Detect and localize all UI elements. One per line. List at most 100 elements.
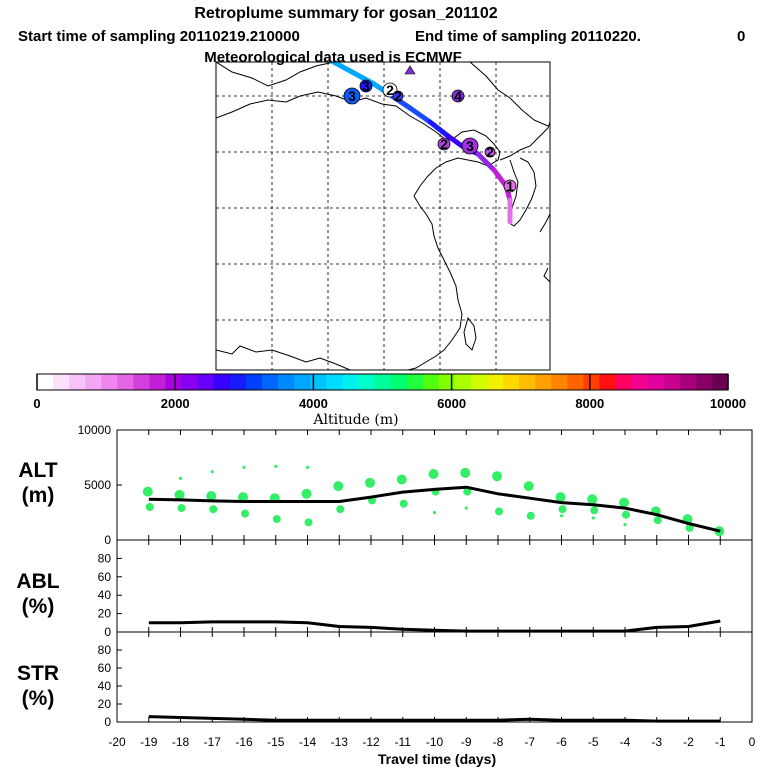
- y-tick-label: 40: [98, 588, 112, 602]
- china-border: [216, 62, 549, 127]
- x-axis-label: Travel time (days): [378, 751, 496, 767]
- subtitle-end: End time of sampling 20110220.: [415, 28, 641, 45]
- colorbar-swatch: [647, 374, 665, 390]
- x-tick-label: -16: [235, 735, 253, 749]
- colorbar-swatch: [535, 374, 552, 390]
- alt-spread-dot: [591, 516, 595, 520]
- x-tick-label: -6: [556, 735, 567, 749]
- alt-spread-dot: [210, 470, 214, 474]
- alt-spread-dot: [238, 492, 248, 503]
- colorbar-swatch: [406, 374, 424, 390]
- alt-spread-dot: [145, 503, 154, 511]
- colorbar-swatch: [583, 374, 601, 390]
- trajectory-track: [328, 62, 513, 225]
- y-tick-label: 60: [98, 570, 112, 584]
- japan-coast: [539, 213, 550, 283]
- colorbar-swatch: [551, 374, 568, 390]
- colorbar-swatch: [245, 374, 263, 390]
- alt-spread-dot: [432, 510, 437, 515]
- colorbar-swatch: [422, 374, 440, 390]
- series-line-abl: [148, 619, 721, 633]
- trajectory-segment: [445, 133, 465, 149]
- trajectory-marker: [503, 179, 517, 193]
- trajectory-segment: [491, 167, 509, 189]
- trajectory-marker-label: 3: [362, 78, 370, 94]
- trajectory-marker-label: 3: [466, 138, 474, 154]
- colorbar-swatch: [69, 374, 86, 390]
- trajectory-segment: [328, 62, 355, 75]
- trajectory-segment: [427, 119, 451, 139]
- colorbar-swatch: [213, 374, 231, 390]
- map-frame: [215, 61, 551, 371]
- colorbar-tick-label: 10000: [710, 396, 746, 411]
- colorbar-swatch: [438, 374, 456, 390]
- x-tick-label: -14: [299, 735, 317, 749]
- colorbar-swatch: [374, 374, 392, 390]
- trajectory-marker-label: 3: [348, 88, 356, 104]
- alt-spread-dot: [463, 487, 472, 496]
- alt-spread-dot: [178, 476, 183, 480]
- alt-spread-dot: [333, 481, 344, 492]
- trajectory-marker: [343, 87, 361, 105]
- x-tick-label: -20: [108, 735, 126, 749]
- colorbar-label: Altitude (m): [312, 412, 398, 428]
- alt-spread-dot: [305, 465, 310, 469]
- y-tick-label: 80: [98, 643, 112, 657]
- indochina-border: [216, 345, 351, 370]
- y-tick-label: 10000: [78, 423, 112, 437]
- colorbar-swatch: [117, 374, 135, 390]
- colorbar-swatch: [261, 374, 279, 390]
- colorbar-swatch: [390, 374, 408, 390]
- alt-spread-dot: [495, 507, 503, 516]
- figure-title: Retroplume summary for gosan_201102: [194, 5, 497, 22]
- colorbar-swatch: [679, 374, 697, 390]
- series-line-alt: [148, 485, 721, 533]
- trajectory-marker-label: 2: [440, 136, 448, 152]
- coastline: [216, 91, 501, 370]
- alt-spread-dot: [241, 509, 249, 518]
- trajectory-marker: [392, 90, 404, 102]
- trajectory-marker: [461, 137, 479, 155]
- x-tick-label: -12: [362, 735, 380, 749]
- x-tick-label: -2: [683, 735, 694, 749]
- alt-spread-dot: [399, 499, 408, 508]
- colorbar-swatch: [631, 374, 649, 390]
- colorbar-swatch: [149, 374, 167, 390]
- colorbar-tick-label: 4000: [299, 396, 328, 411]
- alt-spread-dot: [209, 505, 218, 514]
- panel-label-top: ALT: [18, 459, 57, 482]
- time-series-panels: 0500010000ALT(m)020406080ABL(%)020406080…: [16, 423, 755, 749]
- trajectory-marker-label: 2: [386, 82, 394, 98]
- colorbar-swatch: [310, 374, 327, 390]
- y-tick-label: 40: [98, 679, 112, 693]
- colorbar-swatch: [342, 374, 359, 390]
- alt-spread-dot: [336, 505, 345, 514]
- y-tick-label: 60: [98, 661, 112, 675]
- colorbar-swatch: [695, 374, 713, 390]
- alt-spread-dot: [396, 474, 407, 485]
- trajectory-start-triangle: [404, 65, 416, 75]
- colorbar-swatch: [358, 374, 376, 390]
- colorbar-swatch: [37, 374, 54, 390]
- y-tick-label: 20: [98, 697, 112, 711]
- y-tick-label: 0: [104, 625, 111, 639]
- alt-spread-dot: [428, 469, 439, 479]
- series-line-str: [148, 715, 721, 723]
- panel-alt: 0 5000 10000 ALT(m): [18, 423, 753, 547]
- taiwan: [463, 316, 477, 351]
- alt-spread-dot: [142, 486, 153, 497]
- x-tick-label: -11: [395, 735, 412, 749]
- alt-spread-dot: [559, 514, 564, 518]
- alt-spread-dot: [590, 506, 599, 515]
- trajectory-segment: [475, 151, 497, 173]
- x-tick-label: -10: [426, 735, 444, 749]
- x-tick-label: -5: [588, 735, 599, 749]
- y-tick-label: 20: [98, 607, 112, 621]
- trajectory-marker-label: 2: [394, 88, 402, 104]
- trajectory-marker: [359, 79, 373, 93]
- alt-spread-dot: [622, 510, 630, 519]
- colorbar-swatch: [85, 374, 102, 390]
- x-tick-label: -19: [140, 735, 158, 749]
- colorbar-swatch: [711, 374, 729, 390]
- trajectory-marker-label: 4: [454, 88, 462, 104]
